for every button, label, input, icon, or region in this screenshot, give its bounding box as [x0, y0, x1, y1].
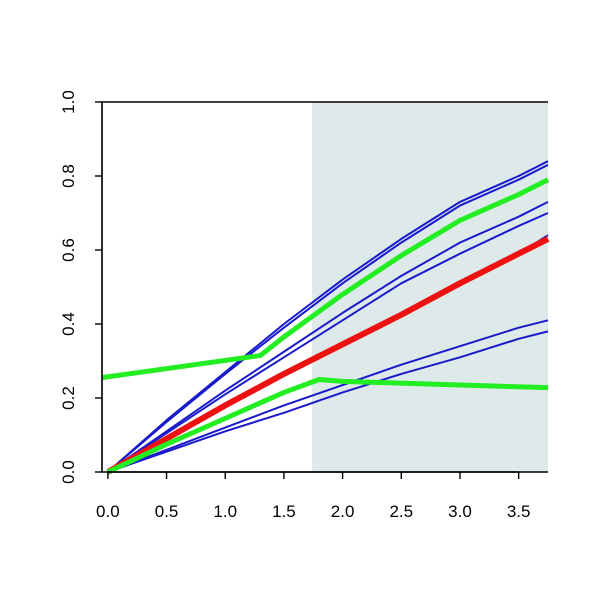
y-tick-label: 0.6: [59, 238, 78, 262]
x-tick-label: 0.0: [96, 502, 120, 521]
series-line-6: [107, 319, 549, 473]
y-tick-label: 1.0: [59, 90, 78, 114]
series-line-2: [107, 164, 549, 473]
x-tick-label: 3.0: [448, 502, 472, 521]
x-tick-label: 0.5: [155, 502, 179, 521]
x-tick-label: 1.5: [272, 502, 296, 521]
x-tick-label: 2.5: [389, 502, 413, 521]
y-tick-label: 0.4: [59, 312, 78, 336]
series-line-3: [107, 201, 549, 473]
series-line-8: [106, 236, 550, 475]
series-line-10: [106, 377, 549, 475]
series-line-4: [107, 212, 549, 473]
shaded-region: [312, 102, 548, 472]
x-tick-label: 3.5: [507, 502, 531, 521]
series-line-9: [101, 177, 550, 381]
series-line-7: [107, 330, 549, 473]
y-tick-label: 0.8: [59, 164, 78, 188]
x-tick-label: 1.0: [213, 502, 237, 521]
y-axis: 0.0 0.2 0.4 0.6 0.8 1.0: [59, 90, 103, 484]
series-line-1: [107, 160, 549, 473]
series-layer: [101, 160, 550, 475]
y-tick-label: 0.2: [59, 386, 78, 410]
x-tick-label: 2.0: [331, 502, 355, 521]
y-tick-label: 0.0: [59, 460, 78, 484]
x-axis: 0.0 0.5 1.0 1.5 2.0 2.5 3.0 3.5: [96, 471, 531, 521]
